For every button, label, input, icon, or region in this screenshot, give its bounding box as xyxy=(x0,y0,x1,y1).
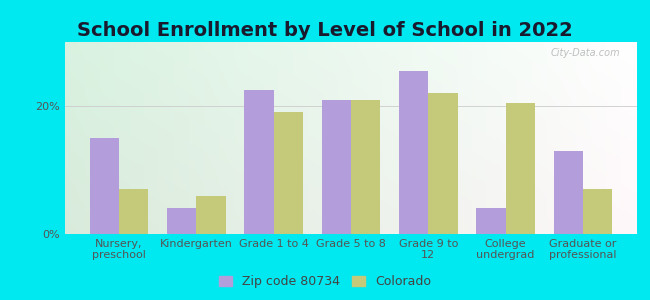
Bar xyxy=(583,189,612,234)
Text: School Enrollment by Level of School in 2022: School Enrollment by Level of School in … xyxy=(77,21,573,40)
Bar xyxy=(196,196,226,234)
Bar xyxy=(90,138,119,234)
Bar xyxy=(351,100,380,234)
Bar xyxy=(322,100,351,234)
Bar xyxy=(399,71,428,234)
Bar xyxy=(119,189,148,234)
Legend: Zip code 80734, Colorado: Zip code 80734, Colorado xyxy=(216,273,434,291)
Bar xyxy=(554,151,583,234)
Bar xyxy=(428,93,458,234)
Bar xyxy=(476,208,506,234)
Bar xyxy=(506,103,535,234)
Bar xyxy=(274,112,303,234)
Text: City-Data.com: City-Data.com xyxy=(550,48,620,58)
Bar xyxy=(244,90,274,234)
Bar xyxy=(167,208,196,234)
